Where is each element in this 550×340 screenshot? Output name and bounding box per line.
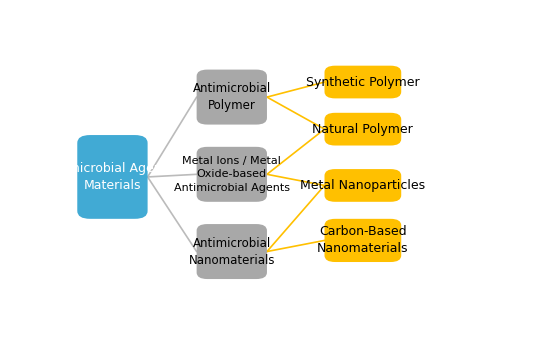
FancyBboxPatch shape <box>324 66 402 98</box>
FancyBboxPatch shape <box>324 219 402 262</box>
Text: Natural Polymer: Natural Polymer <box>312 123 413 136</box>
Text: Antimicrobial Agents /
Materials: Antimicrobial Agents / Materials <box>43 162 182 192</box>
Text: Metal Ions / Metal
Oxide-based
Antimicrobial Agents: Metal Ions / Metal Oxide-based Antimicro… <box>174 156 290 192</box>
Text: Carbon-Based
Nanomaterials: Carbon-Based Nanomaterials <box>317 225 409 255</box>
Text: Metal Nanoparticles: Metal Nanoparticles <box>300 179 426 192</box>
FancyBboxPatch shape <box>197 224 267 279</box>
Text: Antimicrobial
Polymer: Antimicrobial Polymer <box>192 82 271 112</box>
FancyBboxPatch shape <box>324 169 402 202</box>
FancyBboxPatch shape <box>197 70 267 124</box>
Text: Synthetic Polymer: Synthetic Polymer <box>306 75 420 88</box>
FancyBboxPatch shape <box>77 135 147 219</box>
FancyBboxPatch shape <box>324 113 402 146</box>
Text: Antimicrobial
Nanomaterials: Antimicrobial Nanomaterials <box>189 237 275 267</box>
FancyBboxPatch shape <box>197 147 267 202</box>
